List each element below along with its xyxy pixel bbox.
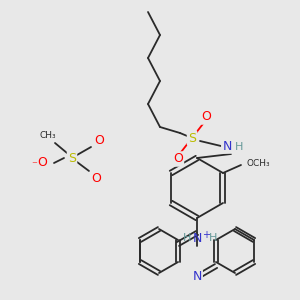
Text: H: H <box>183 233 191 243</box>
Text: N: N <box>192 271 202 284</box>
Text: OCH₃: OCH₃ <box>246 158 270 167</box>
Text: O: O <box>91 172 101 184</box>
Text: H: H <box>235 142 243 152</box>
Text: O: O <box>37 157 47 169</box>
Text: O: O <box>94 134 104 148</box>
Text: N: N <box>192 232 202 244</box>
Text: +: + <box>202 230 210 240</box>
Text: CH₃: CH₃ <box>40 131 56 140</box>
Text: S: S <box>188 131 196 145</box>
Text: N: N <box>222 140 232 152</box>
Text: O: O <box>173 152 183 166</box>
Text: ⁻: ⁻ <box>31 160 37 170</box>
Text: S: S <box>68 152 76 164</box>
Text: O: O <box>201 110 211 124</box>
Text: H: H <box>209 233 217 243</box>
